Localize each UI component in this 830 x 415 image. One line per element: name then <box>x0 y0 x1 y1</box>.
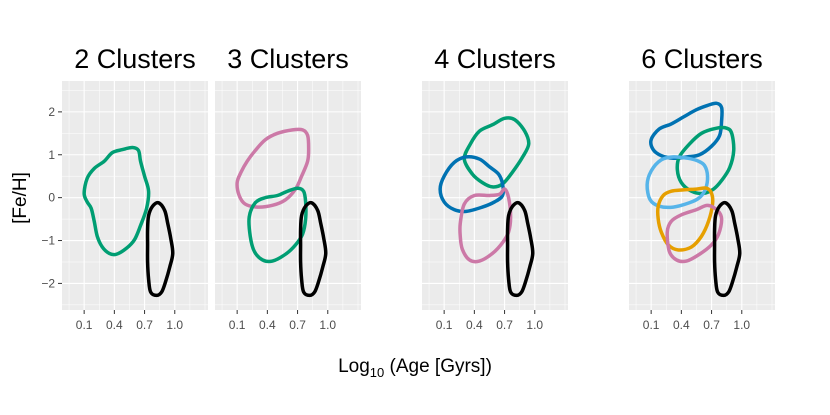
x-tick-label: 0.7 <box>289 318 306 332</box>
x-tick-label: 0.4 <box>106 318 123 332</box>
x-tick-label: 0.7 <box>496 318 513 332</box>
x-tick-label: 0.1 <box>229 318 246 332</box>
y-tick-label: −1 <box>41 234 55 248</box>
x-axis-title: Log10 (Age [Gyrs]) <box>338 356 492 380</box>
x-tick-label: 0.7 <box>703 318 720 332</box>
x-tick-label: 0.4 <box>673 318 690 332</box>
contour-black <box>298 200 328 298</box>
contour-pink <box>458 187 513 264</box>
x-tick-label: 0.4 <box>466 318 483 332</box>
x-axis-title-prefix: Log <box>338 356 370 377</box>
panel-background <box>62 81 208 310</box>
facet-panel-3: 4 Clusters 0.1 0.4 0.7 1.0 <box>422 44 568 332</box>
facet-title: 6 Clusters <box>641 44 763 74</box>
facet-title: 2 Clusters <box>74 44 196 74</box>
contour-orange <box>655 186 715 252</box>
y-tick-label: −2 <box>41 276 55 290</box>
y-tick-label: 1 <box>48 148 55 162</box>
facet-panel-1: 2 Clusters 0.1 0.4 0.7 1.0 2 1 0 −1 −2 <box>41 44 208 332</box>
contour-green <box>675 125 736 196</box>
x-axis-title-suffix: (Age [Gyrs]) <box>384 356 492 377</box>
y-axis-title: [Fe/H] <box>10 172 31 224</box>
contour-pink <box>235 127 311 209</box>
x-tick-label: 0.4 <box>259 318 276 332</box>
facet-title: 3 Clusters <box>227 44 349 74</box>
x-axis-title-subscript: 10 <box>370 365 384 380</box>
facet-title: 4 Clusters <box>434 44 556 74</box>
x-tick-label: 1.0 <box>319 318 336 332</box>
y-tick-label: 0 <box>48 191 55 205</box>
x-tick-label: 0.1 <box>76 318 93 332</box>
facet-panel-2: 3 Clusters 0.1 0.4 0.7 1.0 <box>215 44 361 332</box>
x-tick-label: 0.1 <box>643 318 660 332</box>
contour-black <box>505 200 535 298</box>
facet-panel-4: 6 Clusters 0.1 0.4 0.7 1.0 <box>629 44 775 332</box>
contour-pink <box>665 203 724 264</box>
contour-green <box>462 116 531 189</box>
y-tick-label: 2 <box>48 105 55 119</box>
contour-black <box>712 200 742 298</box>
contour-green <box>247 186 308 264</box>
x-tick-label: 0.7 <box>136 318 153 332</box>
contour-blue <box>438 155 506 214</box>
contour-green <box>82 145 151 257</box>
contour-black <box>145 200 175 298</box>
x-tick-label: 1.0 <box>526 318 543 332</box>
x-tick-label: 1.0 <box>733 318 750 332</box>
contour-lightblue <box>645 155 710 210</box>
x-tick-label: 0.1 <box>436 318 453 332</box>
x-tick-label: 1.0 <box>166 318 183 332</box>
